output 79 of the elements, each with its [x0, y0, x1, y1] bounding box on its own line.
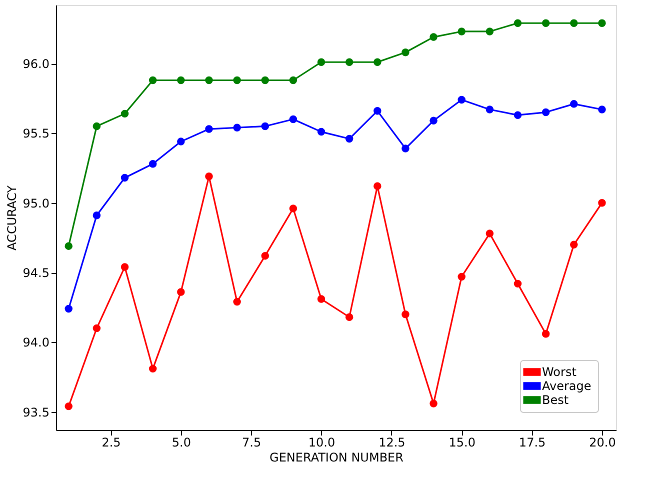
x-tick-label: 20.0 — [589, 436, 616, 450]
point — [486, 230, 494, 238]
point — [233, 76, 241, 84]
point — [92, 324, 101, 332]
x-axis-title: GENERATION NUMBER — [270, 450, 404, 464]
point — [542, 330, 550, 338]
point — [261, 122, 269, 130]
point — [570, 240, 578, 249]
y-tick-label: 96.0 — [22, 57, 50, 72]
y-tick-label: 94.5 — [22, 266, 50, 280]
y-tick-label: 95.0 — [22, 196, 50, 210]
point — [402, 48, 410, 56]
point — [402, 310, 410, 318]
point — [64, 402, 73, 410]
point — [64, 304, 73, 313]
point — [148, 76, 157, 84]
x-tick-label: 5.0 — [172, 436, 191, 450]
y-tick-label: 95.5 — [22, 126, 50, 141]
point — [598, 199, 606, 207]
point — [120, 174, 129, 182]
y-tick-label: 93.5 — [22, 405, 50, 420]
point — [177, 138, 185, 146]
point — [374, 182, 382, 190]
point — [205, 125, 213, 133]
point — [289, 115, 298, 124]
x-tick-label: 12.5 — [378, 436, 406, 450]
point — [92, 122, 101, 130]
point — [64, 242, 73, 250]
x-tick-label: 15.0 — [448, 436, 476, 450]
x-tick-label: 2.5 — [102, 436, 121, 450]
point — [317, 58, 326, 66]
point — [205, 172, 213, 180]
point — [289, 204, 298, 212]
point — [148, 364, 157, 373]
point — [430, 116, 438, 125]
point — [402, 144, 410, 152]
point — [317, 295, 326, 303]
point — [486, 28, 494, 36]
x-tick-label: 10.0 — [308, 436, 336, 450]
y-tick-label: 94.0 — [22, 336, 50, 350]
point — [570, 100, 578, 108]
point — [542, 19, 550, 27]
point — [514, 111, 522, 119]
point — [514, 19, 522, 27]
point — [374, 107, 382, 115]
point — [345, 58, 354, 66]
point — [148, 160, 157, 168]
point — [261, 252, 269, 260]
legend-label: Worst — [542, 365, 577, 379]
point — [177, 76, 185, 84]
point — [514, 280, 522, 288]
point — [205, 76, 213, 84]
point — [458, 96, 466, 104]
point — [261, 76, 269, 84]
point — [430, 400, 438, 408]
point — [92, 212, 101, 220]
legend-label: Best — [542, 393, 569, 407]
y-axis-title: ACCURACY — [4, 184, 19, 250]
point — [345, 313, 354, 321]
point — [289, 76, 298, 84]
point — [458, 272, 466, 281]
point — [598, 19, 606, 27]
legend-label: Average — [542, 379, 592, 393]
point — [120, 110, 129, 118]
point — [177, 288, 185, 296]
point — [345, 134, 354, 143]
point — [233, 124, 241, 132]
point — [486, 106, 494, 114]
point — [317, 128, 326, 136]
x-tick-label: 7.5 — [242, 436, 262, 450]
point — [458, 28, 466, 36]
point — [430, 33, 438, 41]
x-tick-label: 17.5 — [518, 436, 546, 450]
point — [542, 108, 550, 116]
point — [233, 298, 241, 306]
point — [374, 58, 382, 66]
point — [570, 19, 578, 27]
point — [598, 106, 606, 114]
point — [120, 263, 129, 271]
